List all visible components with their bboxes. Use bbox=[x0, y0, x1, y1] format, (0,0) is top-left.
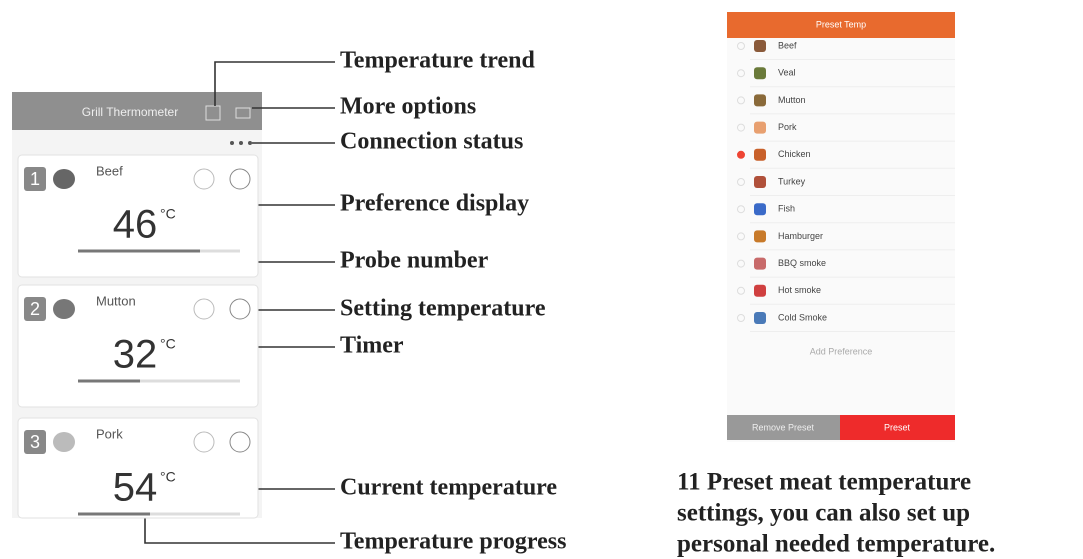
status-dot bbox=[230, 141, 234, 145]
meat-icon bbox=[754, 312, 766, 324]
meat-icon bbox=[754, 94, 766, 106]
callout-label: Current temperature bbox=[340, 475, 557, 501]
meat-icon bbox=[53, 299, 75, 319]
callout-label: Temperature progress bbox=[340, 529, 566, 555]
meat-icon bbox=[53, 169, 75, 189]
meat-name: Mutton bbox=[96, 293, 136, 308]
temperature-unit: °C bbox=[160, 206, 176, 222]
preset-item[interactable]: Veal bbox=[778, 68, 796, 78]
meat-icon bbox=[754, 122, 766, 134]
temperature-unit: °C bbox=[160, 469, 176, 485]
current-temperature: 32 bbox=[113, 333, 158, 377]
preset-item[interactable]: Chicken bbox=[778, 149, 811, 159]
meat-name: Pork bbox=[96, 426, 123, 441]
caption-line: personal needed temperature. bbox=[677, 531, 995, 558]
temperature-unit: °C bbox=[160, 336, 176, 352]
preset-button-label[interactable]: Preset bbox=[884, 422, 911, 432]
meat-icon bbox=[754, 40, 766, 52]
preset-item[interactable]: Mutton bbox=[778, 95, 806, 105]
current-temperature: 46 bbox=[113, 203, 158, 247]
callout-label: Temperature trend bbox=[340, 48, 536, 74]
preset-item[interactable]: Turkey bbox=[778, 176, 806, 186]
meat-icon bbox=[754, 285, 766, 297]
callout-label: Probe number bbox=[340, 248, 489, 274]
manual-page: Grill Thermometer Preset Temp Add Prefer… bbox=[0, 0, 1083, 559]
meat-icon bbox=[754, 176, 766, 188]
preset-header: Preset Temp bbox=[816, 19, 866, 29]
probe-number: 3 bbox=[30, 432, 40, 452]
preset-item[interactable]: Hamburger bbox=[778, 231, 823, 241]
preset-item[interactable]: Pork bbox=[778, 122, 797, 132]
current-temperature: 54 bbox=[113, 466, 158, 510]
add-preference[interactable]: Add Preference bbox=[810, 346, 873, 356]
preset-item[interactable]: Hot smoke bbox=[778, 285, 821, 295]
callout-label: Setting temperature bbox=[340, 296, 546, 322]
status-dot bbox=[239, 141, 243, 145]
callout-label: Preference display bbox=[340, 191, 529, 217]
meat-icon bbox=[53, 432, 75, 452]
caption-line: settings, you can also set up bbox=[677, 500, 970, 527]
callout-label: Timer bbox=[340, 333, 404, 359]
app-title: Grill Thermometer bbox=[82, 105, 178, 119]
preset-item[interactable]: Beef bbox=[778, 40, 797, 50]
caption-line: 11 Preset meat temperature bbox=[677, 469, 971, 496]
meat-icon bbox=[754, 230, 766, 242]
meat-icon bbox=[754, 149, 766, 161]
callout-label: More options bbox=[340, 94, 476, 120]
preset-item[interactable]: Cold Smoke bbox=[778, 312, 827, 322]
probe-number: 1 bbox=[30, 169, 40, 189]
callout-label: Connection status bbox=[340, 129, 523, 155]
meat-icon bbox=[754, 258, 766, 270]
remove-button-label[interactable]: Remove Preset bbox=[752, 422, 815, 432]
meat-icon bbox=[754, 203, 766, 215]
preset-item[interactable]: Fish bbox=[778, 204, 795, 214]
probe-number: 2 bbox=[30, 299, 40, 319]
preset-item[interactable]: BBQ smoke bbox=[778, 258, 826, 268]
meat-icon bbox=[754, 67, 766, 79]
select-radio[interactable] bbox=[738, 151, 745, 158]
meat-name: Beef bbox=[96, 163, 123, 178]
status-dot bbox=[248, 141, 252, 145]
